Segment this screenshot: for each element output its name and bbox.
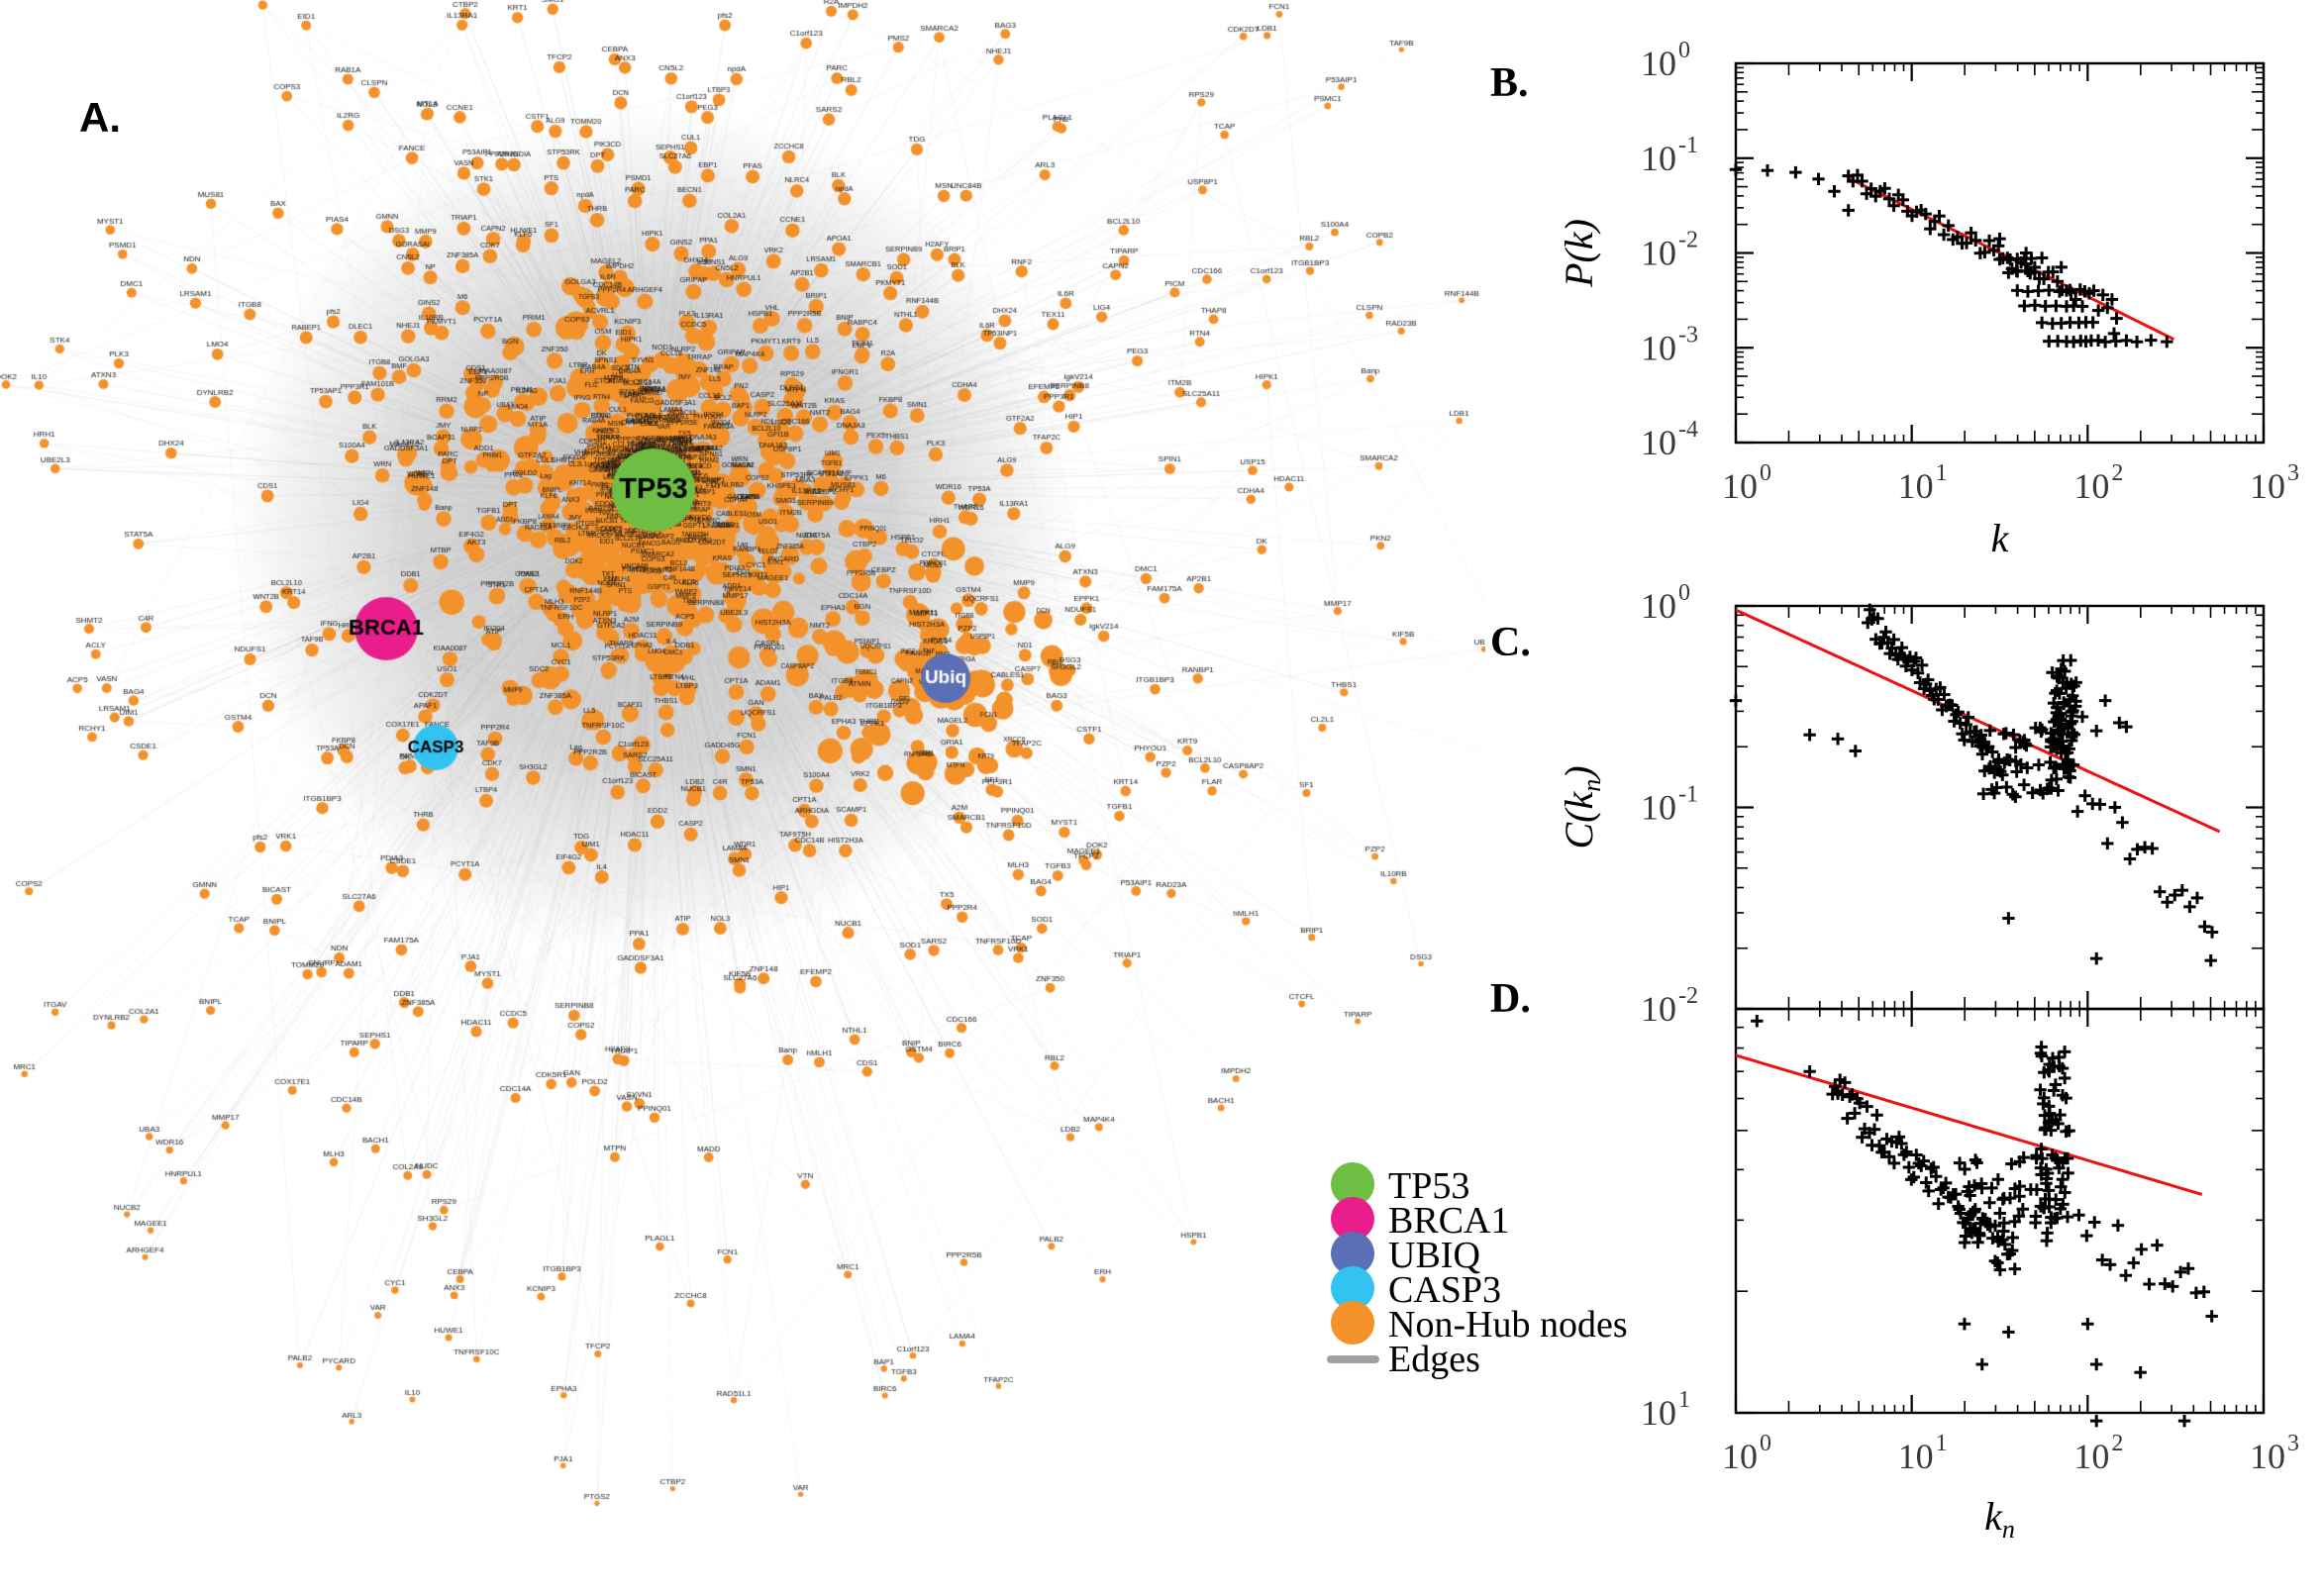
svg-text:-4: -4 [1678,417,1698,443]
svg-text:k: k [1991,516,2010,560]
svg-text:10: 10 [2073,466,2109,506]
svg-text:2: 2 [2111,1431,2123,1456]
svg-text:0: 0 [1760,460,1771,486]
svg-text:-1: -1 [1678,782,1698,808]
svg-text:10: 10 [1641,423,1676,462]
svg-text:10: 10 [2073,1437,2109,1476]
svg-text:10: 10 [2250,1437,2285,1476]
svg-text:P(k): P(k) [1557,219,1601,288]
svg-text:10: 10 [2250,466,2285,506]
svg-text:0: 0 [1760,1431,1771,1456]
svg-text:1: 1 [1936,1431,1948,1456]
svg-text:1: 1 [1678,1387,1690,1413]
svg-text:-3: -3 [1678,322,1698,348]
svg-text:1: 1 [1936,460,1948,486]
svg-text:10: 10 [1641,139,1676,178]
svg-text:10: 10 [1641,788,1676,828]
svg-text:C(kn): C(kn) [1557,765,1606,848]
svg-text:10: 10 [1722,1437,1758,1476]
svg-text:3: 3 [2287,1431,2299,1456]
svg-text:10: 10 [1898,1437,1934,1476]
svg-text:Cn(kn): Cn(kn) [1557,1162,1606,1258]
svg-text:-2: -2 [1678,228,1698,253]
svg-text:-2: -2 [1678,983,1698,1009]
svg-text:10: 10 [1641,989,1676,1029]
svg-text:10: 10 [1641,44,1676,83]
svg-text:10: 10 [1722,466,1758,506]
svg-text:10: 10 [1641,586,1676,626]
svg-text:-1: -1 [1678,133,1698,158]
svg-text:0: 0 [1678,38,1690,63]
svg-text:0: 0 [1678,580,1690,606]
svg-text:10: 10 [1898,466,1934,506]
svg-text:kn: kn [1984,1494,2015,1544]
svg-text:10: 10 [1641,234,1676,273]
svg-text:2: 2 [2111,460,2123,486]
svg-text:10: 10 [1641,328,1676,367]
svg-text:3: 3 [2287,460,2299,486]
svg-text:10: 10 [1641,1393,1676,1433]
